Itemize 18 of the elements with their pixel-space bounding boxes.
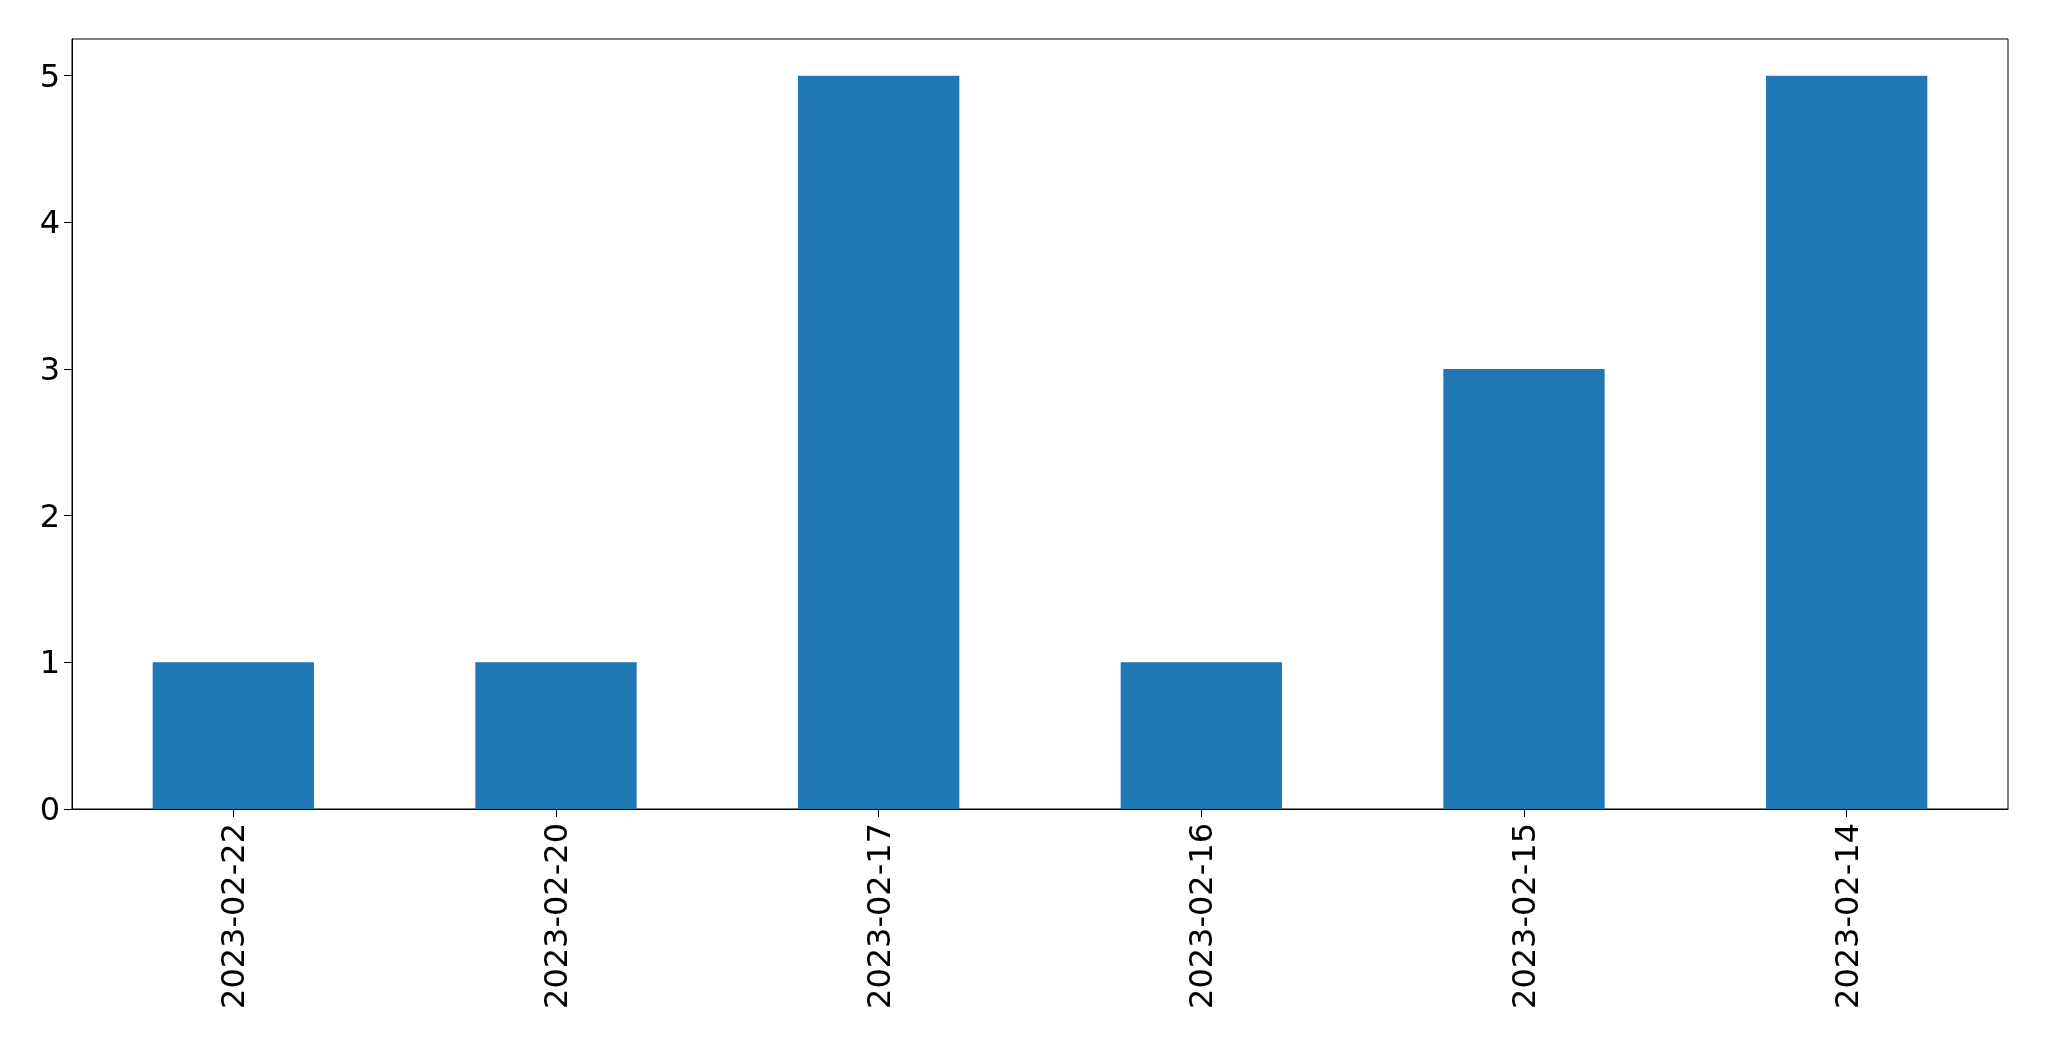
bar	[1766, 75, 1928, 809]
x-tick-label: 2023-02-14	[1827, 823, 1866, 1009]
bar	[152, 662, 314, 809]
y-tick-label: 2	[39, 496, 60, 535]
y-tick-label: 3	[39, 350, 60, 388]
bar	[1120, 662, 1282, 809]
x-tick-label: 2023-02-22	[214, 823, 253, 1009]
x-tick-label: 2023-02-15	[1505, 823, 1543, 1009]
bar	[1443, 369, 1605, 809]
y-tick-label: 5	[39, 56, 60, 95]
x-tick-label: 2023-02-16	[1182, 823, 1221, 1009]
bar	[798, 75, 960, 809]
y-tick-label: 4	[39, 203, 60, 242]
x-tick-label: 2023-02-20	[537, 823, 575, 1009]
y-tick-label: 1	[39, 643, 60, 682]
y-tick-label: 0	[39, 790, 60, 828]
bar	[475, 662, 637, 809]
x-tick-label: 2023-02-17	[859, 823, 898, 1009]
